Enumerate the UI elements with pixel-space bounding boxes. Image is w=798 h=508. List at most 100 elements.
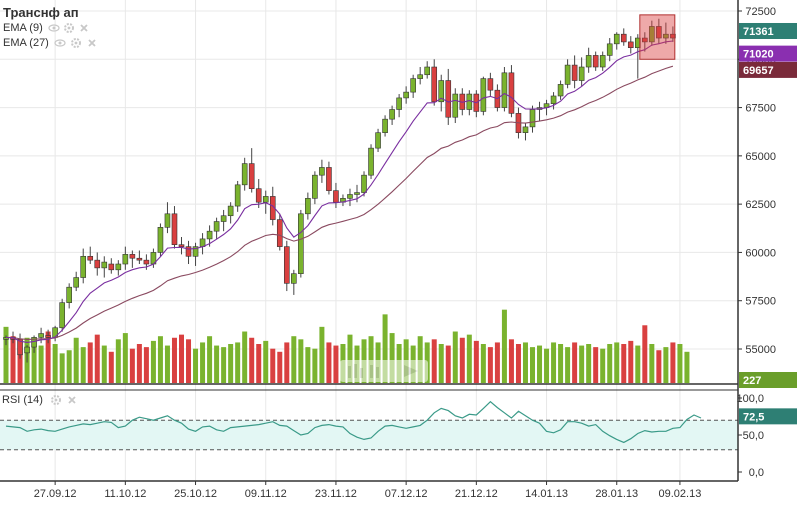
- volume-bar: [31, 342, 37, 383]
- ema27-legend: EMA (27): [3, 37, 96, 49]
- volume-bar: [122, 333, 128, 383]
- volume-bar: [522, 342, 528, 383]
- volume-bar: [228, 344, 234, 383]
- volume-bar: [459, 337, 465, 383]
- volume-bar: [368, 336, 374, 383]
- candle-body: [66, 286, 72, 303]
- candle-body: [291, 273, 297, 284]
- volume-bar: [417, 336, 423, 383]
- volume-bar: [382, 314, 388, 383]
- volume-bar: [17, 347, 23, 383]
- playback-control[interactable]: [340, 360, 428, 382]
- x-tick-label: 25.10.12: [174, 488, 217, 500]
- volume-bar: [186, 339, 192, 383]
- volume-bar: [551, 342, 557, 383]
- candle-body: [213, 221, 220, 232]
- ema-layer: [5, 14, 676, 343]
- volume-bar: [586, 344, 592, 383]
- x-tick-label: 11.10.12: [104, 488, 146, 500]
- candle-body: [396, 97, 402, 110]
- candle-body: [283, 246, 290, 284]
- candle-body: [164, 213, 171, 228]
- volume-bar: [389, 333, 395, 383]
- volume-bar: [52, 344, 58, 383]
- gear-icon[interactable]: [64, 23, 74, 33]
- candle-body: [663, 33, 669, 39]
- volume-bar: [136, 344, 142, 383]
- candle-body: [642, 37, 648, 43]
- candle-body: [298, 213, 304, 274]
- candle-body: [627, 41, 634, 48]
- volume-bar: [10, 336, 16, 383]
- volume-bar: [621, 344, 627, 383]
- volume-bar: [572, 342, 578, 383]
- volume-bar: [45, 331, 51, 383]
- play-icon: [404, 365, 418, 377]
- close-icon[interactable]: [80, 24, 88, 32]
- volume-bar: [480, 344, 486, 383]
- grid-layer: [0, 0, 738, 480]
- candle-body: [508, 72, 515, 114]
- volume-value-tag: 227: [743, 375, 761, 387]
- candle-body: [94, 259, 101, 269]
- volume-bar: [312, 348, 318, 383]
- candle-body: [550, 95, 557, 105]
- candle-body: [269, 196, 276, 220]
- eye-icon[interactable]: [54, 39, 66, 47]
- candle-body: [333, 190, 339, 203]
- candle-body: [557, 84, 564, 97]
- candle-body: [347, 194, 353, 199]
- volume-bar: [515, 344, 521, 383]
- candle-body: [620, 33, 627, 43]
- rsi-value-tag: 72,5: [743, 411, 764, 423]
- ema9-legend: EMA (9): [3, 22, 88, 34]
- gear-icon[interactable]: [51, 395, 61, 405]
- volume-bar: [242, 331, 248, 383]
- y-tick-label: 62500: [745, 199, 776, 211]
- current-range-highlight: [639, 14, 676, 60]
- close-icon[interactable]: [88, 39, 96, 47]
- ema27-legend-label: EMA (27): [3, 37, 49, 49]
- candle-body: [424, 66, 431, 76]
- close-icon[interactable]: [68, 396, 76, 404]
- candle-body: [375, 132, 381, 149]
- volume-bar: [59, 353, 65, 383]
- gear-icon[interactable]: [71, 38, 81, 48]
- volume-bar: [628, 340, 634, 383]
- y-tick-label: 72500: [745, 6, 776, 18]
- candle-body: [522, 126, 529, 133]
- panel-frames: [0, 0, 739, 482]
- volume-bar: [684, 351, 690, 383]
- volume-bar: [87, 342, 93, 383]
- ema27-line: [5, 65, 674, 340]
- candle-body: [185, 246, 192, 257]
- volume-bar: [677, 344, 683, 383]
- eye-icon[interactable]: [48, 24, 60, 32]
- volume-bar: [600, 348, 606, 383]
- volume-bar: [150, 340, 156, 383]
- rsi-layer: [0, 400, 738, 451]
- candle-body: [129, 254, 136, 259]
- candle-body: [312, 174, 318, 199]
- candle-body: [361, 174, 367, 193]
- candle-body: [606, 43, 613, 56]
- volume-value-tag-bg: [739, 372, 797, 388]
- volume-bar: [445, 345, 451, 383]
- candle-body: [571, 64, 578, 81]
- volume-bar: [193, 348, 199, 383]
- candle-body: [178, 244, 185, 247]
- x-tick-label: 09.02.13: [659, 488, 702, 500]
- rsi-legend-label: RSI (14): [2, 394, 43, 406]
- candle-body: [220, 215, 227, 222]
- x-tick-label: 27.09.12: [34, 488, 77, 500]
- x-tick-label: 07.12.12: [385, 488, 428, 500]
- volume-bar: [466, 334, 472, 383]
- candle-body: [354, 192, 360, 195]
- ema9-price-tag: 71020: [743, 49, 774, 61]
- volume-bar: [565, 347, 571, 383]
- candle-body: [101, 261, 108, 269]
- y-tick-label: 57500: [745, 296, 776, 308]
- volume-bar: [347, 334, 353, 383]
